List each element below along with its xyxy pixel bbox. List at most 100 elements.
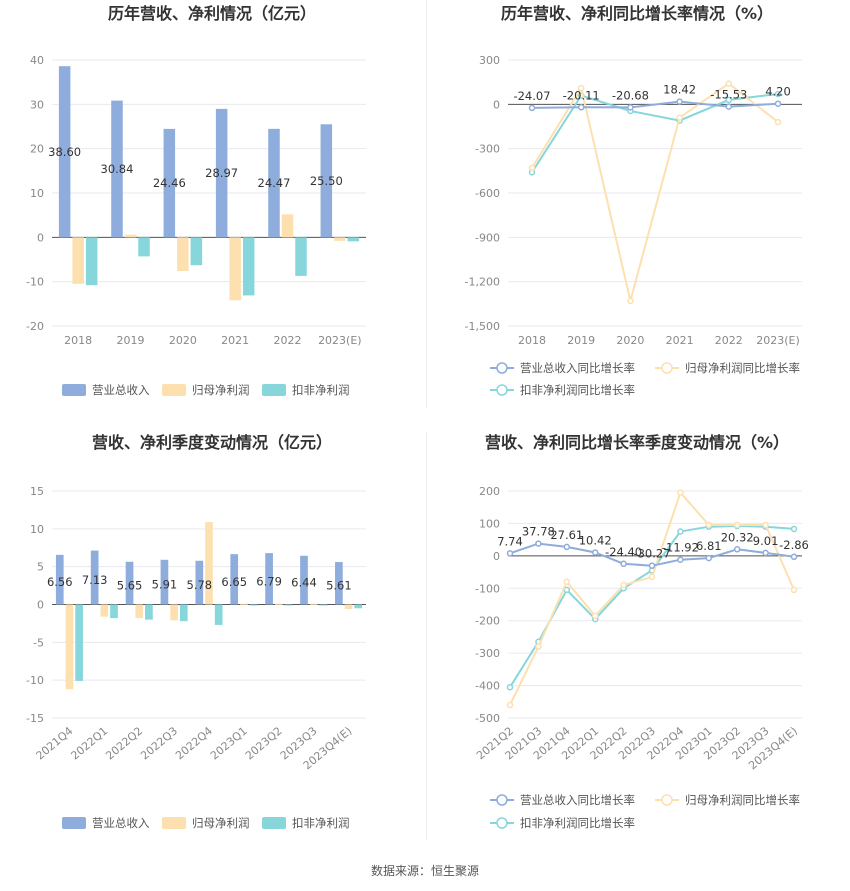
data-label: 24.47 bbox=[258, 176, 291, 190]
bar bbox=[100, 604, 109, 617]
annual-bar-chart: 历年营收、净利情况（亿元） 40 30 20 10 0 -10 -20 2018 2019 2020… bbox=[26, 4, 366, 397]
y-tick-label: -1,200 bbox=[465, 276, 500, 289]
series-line bbox=[531, 82, 779, 302]
x-tick-label: 2018 bbox=[518, 334, 546, 347]
chart-title: 历年营收、净利情况（亿元） bbox=[108, 4, 316, 23]
annual-growth-chart-panel: 历年营收、净利同比增长率情况（%） 300 0 -300 -600 -900 -1,200 -… bbox=[425, 0, 850, 430]
data-label: 9.01 bbox=[753, 534, 779, 548]
y-tick-label: -600 bbox=[475, 187, 500, 200]
data-label: -20.68 bbox=[612, 88, 649, 102]
legend-swatch bbox=[62, 817, 86, 829]
data-label: 20.32 bbox=[721, 530, 754, 544]
data-label: 24.46 bbox=[153, 176, 186, 190]
data-point bbox=[733, 546, 741, 553]
bar bbox=[268, 128, 280, 238]
y-tick-label: 300 bbox=[479, 54, 500, 67]
bar bbox=[300, 555, 308, 605]
y-tick-label: 0 bbox=[493, 550, 500, 563]
bar bbox=[190, 237, 203, 266]
bar bbox=[90, 550, 99, 605]
data-point bbox=[563, 543, 571, 551]
bar bbox=[177, 237, 189, 272]
data-point bbox=[725, 103, 733, 110]
y-tick-label: 200 bbox=[479, 485, 500, 498]
vertical-divider-bottom bbox=[426, 432, 427, 840]
data-point bbox=[725, 80, 733, 87]
x-tick-label: 2018 bbox=[64, 334, 92, 347]
bar bbox=[170, 604, 178, 621]
bar bbox=[281, 214, 294, 238]
bar bbox=[354, 604, 363, 609]
data-point bbox=[676, 114, 683, 121]
legend-label: 扣非净利润 bbox=[292, 816, 350, 830]
bar bbox=[205, 522, 213, 605]
chart-title: 营收、净利季度变动情况（亿元） bbox=[92, 433, 332, 452]
legend-swatch bbox=[262, 384, 286, 396]
legend-label: 营业总收入 bbox=[92, 383, 150, 397]
data-point bbox=[627, 104, 634, 111]
data-point bbox=[535, 540, 542, 547]
data-label: -2.86 bbox=[779, 538, 809, 552]
bar bbox=[230, 554, 239, 605]
data-point bbox=[790, 525, 798, 533]
data-point bbox=[725, 96, 733, 104]
x-tick-label: 2022 bbox=[715, 334, 743, 347]
bar bbox=[75, 604, 83, 681]
data-point bbox=[506, 701, 514, 709]
data-point bbox=[705, 554, 713, 562]
y-tick-label: 0 bbox=[37, 231, 44, 244]
bar bbox=[334, 237, 346, 241]
y-tick-label: -10 bbox=[26, 674, 44, 687]
data-point bbox=[620, 581, 627, 589]
x-tick-label: 2022Q2 bbox=[103, 724, 145, 762]
data-label: -20.11 bbox=[563, 88, 600, 102]
data-point bbox=[774, 118, 782, 126]
data-label: 10.42 bbox=[579, 533, 612, 547]
legend-marker bbox=[496, 362, 508, 374]
data-point bbox=[591, 612, 599, 620]
legend-swatch bbox=[262, 817, 286, 829]
y-tick-label: -15 bbox=[26, 712, 44, 725]
y-tick-label: 10 bbox=[30, 523, 44, 536]
data-label: 6.56 bbox=[47, 575, 73, 589]
y-tick-label: 0 bbox=[37, 599, 44, 612]
legend-label: 扣非净利润 bbox=[292, 383, 350, 397]
bar bbox=[85, 237, 98, 286]
y-tick-label: -300 bbox=[475, 647, 500, 660]
legend-marker bbox=[661, 794, 673, 806]
y-tick-label: -100 bbox=[475, 582, 500, 595]
bar bbox=[145, 604, 153, 620]
bar bbox=[214, 604, 223, 625]
chart-title: 历年营收、净利同比增长率情况（%） bbox=[501, 4, 773, 23]
y-tick-label: 40 bbox=[30, 54, 44, 67]
data-label: 5.61 bbox=[326, 578, 352, 592]
y-tick-label: 30 bbox=[30, 98, 44, 111]
y-tick-label: 0 bbox=[493, 98, 500, 111]
data-point bbox=[733, 521, 741, 529]
vertical-divider-top bbox=[426, 0, 427, 408]
x-tick-label: 2021 bbox=[221, 334, 249, 347]
data-label: 38.60 bbox=[48, 145, 81, 159]
bar bbox=[347, 237, 360, 242]
bar bbox=[265, 553, 273, 605]
bar bbox=[274, 603, 283, 605]
bar bbox=[249, 604, 258, 606]
x-tick-label: 2020 bbox=[169, 334, 197, 347]
legend-label: 归母净利润 bbox=[192, 816, 250, 830]
x-tick-label: 2020 bbox=[616, 334, 644, 347]
x-tick-label: 2019 bbox=[567, 334, 595, 347]
bar bbox=[160, 559, 169, 605]
quarterly-bar-chart-panel: 营收、净利季度变动情况（亿元） 15 10 5 0 -5 -10 -15 2021Q4 2022Q… bbox=[0, 430, 425, 860]
data-label: 6.65 bbox=[221, 575, 247, 589]
data-label: 6.81 bbox=[696, 539, 722, 553]
data-label: 6.79 bbox=[256, 574, 282, 588]
y-tick-label: 100 bbox=[479, 517, 500, 530]
data-point bbox=[774, 100, 782, 107]
y-tick-label: -10 bbox=[26, 276, 44, 289]
data-point bbox=[677, 489, 684, 496]
x-tick-label: 2022Q4 bbox=[173, 724, 215, 762]
data-point bbox=[563, 578, 571, 586]
data-label: -24.07 bbox=[513, 89, 550, 103]
y-tick-label: 20 bbox=[30, 143, 44, 156]
x-tick-label: 2023Q1 bbox=[208, 724, 250, 762]
